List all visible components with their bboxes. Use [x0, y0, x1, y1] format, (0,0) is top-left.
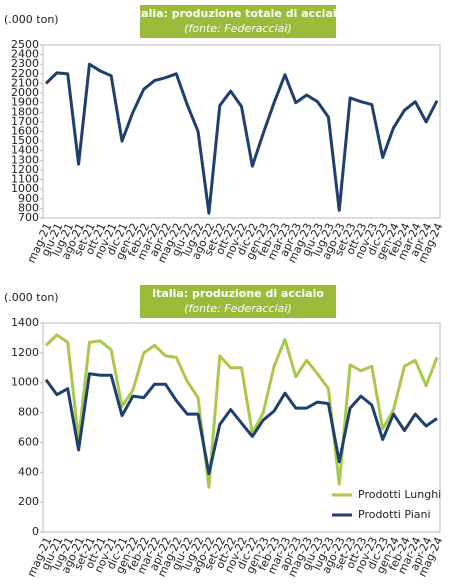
- y-tick-label: 600: [18, 435, 39, 448]
- chart-subtitle: (fonte: Federacciai): [184, 302, 292, 315]
- y-tick-label: 1400: [11, 144, 39, 157]
- legend-label: Prodotti Piani: [358, 508, 431, 521]
- y-tick-label: 1400: [11, 316, 39, 329]
- y-tick-label: 1500: [11, 134, 39, 147]
- y-tick-label: 2300: [11, 57, 39, 70]
- data-line: [44, 62, 439, 215]
- y-tick-label: 2400: [11, 48, 39, 61]
- y-axis-label: (.000 ton): [4, 13, 59, 26]
- y-tick-label: 1800: [11, 105, 39, 118]
- chart-title: Italia: produzione totale di acciaio: [132, 7, 345, 20]
- y-tick-label: 1700: [11, 115, 39, 128]
- y-tick-label: 1900: [11, 96, 39, 109]
- data-line: [44, 333, 439, 489]
- y-tick-label: 2100: [11, 76, 39, 89]
- y-tick-label: 400: [18, 465, 39, 478]
- y-tick-label: 2000: [11, 86, 39, 99]
- chart-title: Italia: produzione di acciaio: [152, 287, 324, 300]
- y-tick-label: 2200: [11, 67, 39, 80]
- y-tick-label: 1000: [11, 182, 39, 195]
- y-tick-label: 2500: [11, 38, 39, 51]
- y-tick-label: 1100: [11, 173, 39, 186]
- y-tick-label: 1200: [11, 346, 39, 359]
- legend-label: Prodotti Lunghi: [358, 488, 441, 501]
- y-tick-label: 900: [18, 192, 39, 205]
- y-tick-label: 1000: [11, 376, 39, 389]
- y-tick-label: 700: [18, 211, 39, 224]
- y-tick-label: 200: [18, 495, 39, 508]
- y-tick-label: 1600: [11, 125, 39, 138]
- y-tick-label: 1300: [11, 153, 39, 166]
- plot-frame: [42, 322, 441, 533]
- title-box: [140, 285, 336, 318]
- y-axis-label: (.000 ton): [4, 291, 59, 304]
- y-tick-label: 0: [32, 525, 39, 538]
- y-tick-label: 800: [18, 406, 39, 419]
- y-tick-label: 800: [18, 201, 39, 214]
- title-box: [140, 5, 336, 38]
- y-tick-label: 1200: [11, 163, 39, 176]
- chart-subtitle: (fonte: Federacciai): [184, 22, 292, 35]
- data-line: [44, 372, 438, 476]
